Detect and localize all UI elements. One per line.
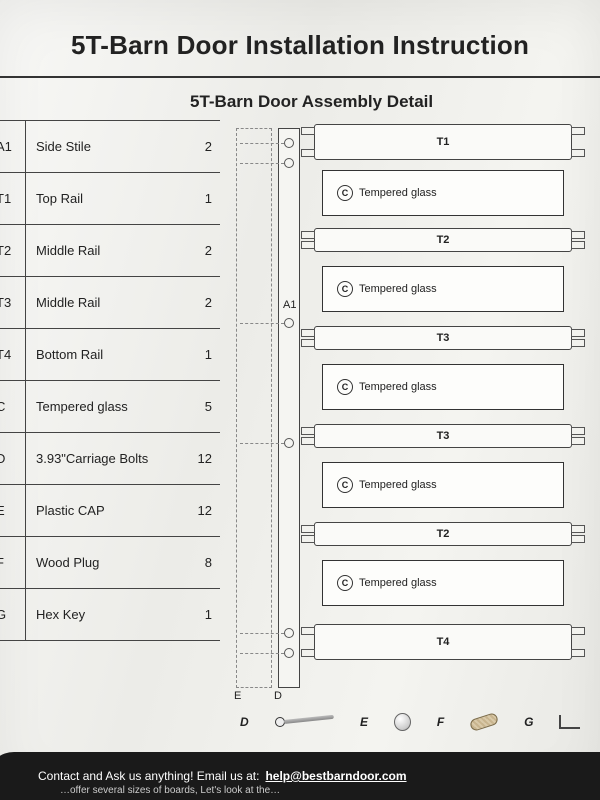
bolt-hole [284, 318, 294, 328]
footer-banner: Contact and Ask us anything! Email us at… [0, 752, 600, 800]
glass-badge: C [337, 281, 353, 297]
glass-label: Tempered glass [359, 381, 437, 393]
part-qty: 2 [186, 295, 220, 310]
tempered-glass-panel: C Tempered glass [322, 364, 564, 410]
part-qty: 12 [186, 451, 220, 466]
parts-row: GHex Key1 [0, 589, 220, 641]
part-label: Middle Rail [26, 295, 186, 310]
rail-t3: T3 [314, 424, 572, 448]
part-label: Bottom Rail [26, 347, 186, 362]
part-label: Hex Key [26, 607, 186, 622]
parts-row: FWood Plug8 [0, 537, 220, 589]
part-qty: 1 [186, 347, 220, 362]
part-code: F [0, 537, 26, 588]
part-code: T3 [0, 277, 26, 328]
carriage-bolt-icon [275, 715, 334, 729]
dash-connector [240, 163, 284, 164]
rail-t4: T4 [314, 624, 572, 660]
rail-t2: T2 [314, 228, 572, 252]
parts-row: CTempered glass5 [0, 381, 220, 433]
glass-badge: C [337, 575, 353, 591]
parts-row: T3Middle Rail2 [0, 277, 220, 329]
part-code: T4 [0, 329, 26, 380]
rail-t3: T3 [314, 326, 572, 350]
hw-d-label: D [240, 715, 249, 729]
parts-row: T4Bottom Rail1 [0, 329, 220, 381]
hw-e-label: E [360, 715, 368, 729]
parts-row: D3.93"Carriage Bolts12 [0, 433, 220, 485]
dash-connector [240, 323, 284, 324]
glass-label: Tempered glass [359, 577, 437, 589]
bolt-hole [284, 648, 294, 658]
part-qty: 1 [186, 607, 220, 622]
glass-badge: C [337, 185, 353, 201]
part-code: G [0, 589, 26, 640]
main-title: 5T-Barn Door Installation Instruction [0, 30, 600, 61]
part-label: Plastic CAP [26, 503, 186, 518]
part-label: Middle Rail [26, 243, 186, 258]
bolt-hole [284, 438, 294, 448]
parts-row: EPlastic CAP12 [0, 485, 220, 537]
title-rule [0, 76, 600, 78]
bolt-hole [284, 158, 294, 168]
dash-connector [240, 653, 284, 654]
part-code: A1 [0, 121, 26, 172]
exploded-outline [236, 128, 272, 688]
rail-t1: T1 [314, 124, 572, 160]
wood-plug-icon [469, 712, 499, 732]
part-label: Side Stile [26, 139, 186, 154]
part-qty: 5 [186, 399, 220, 414]
footer-subtext: …offer several sizes of boards, Let's lo… [60, 785, 280, 796]
part-qty: 8 [186, 555, 220, 570]
tempered-glass-panel: C Tempered glass [322, 170, 564, 216]
parts-row: T2Middle Rail2 [0, 225, 220, 277]
part-qty: 2 [186, 139, 220, 154]
bolt-hole [284, 138, 294, 148]
assembly-diagram: A1 E D T1T2T3T3T2T4CTempered glassCTempe… [230, 118, 590, 688]
tempered-glass-panel: C Tempered glass [322, 560, 564, 606]
tempered-glass-panel: C Tempered glass [322, 462, 564, 508]
glass-badge: C [337, 477, 353, 493]
part-label: 3.93"Carriage Bolts [26, 451, 186, 466]
plastic-cap-icon [394, 713, 411, 731]
side-stile: A1 [278, 128, 300, 688]
bolt-hole [284, 628, 294, 638]
subtitle: 5T-Barn Door Assembly Detail [190, 92, 433, 112]
part-label: Wood Plug [26, 555, 186, 570]
hex-key-icon [559, 715, 580, 729]
dash-connector [240, 443, 284, 444]
part-qty: 2 [186, 243, 220, 258]
part-label: Tempered glass [26, 399, 186, 414]
dash-connector [240, 143, 284, 144]
footer-lead: Contact and Ask us anything! Email us at… [38, 769, 259, 783]
part-label: Top Rail [26, 191, 186, 206]
parts-row: T1Top Rail1 [0, 173, 220, 225]
part-code: C [0, 381, 26, 432]
part-qty: 1 [186, 191, 220, 206]
parts-row: A1Side Stile2 [0, 121, 220, 173]
glass-badge: C [337, 379, 353, 395]
glass-label: Tempered glass [359, 479, 437, 491]
hardware-legend: D E F G [240, 700, 580, 744]
part-code: D [0, 433, 26, 484]
tempered-glass-panel: C Tempered glass [322, 266, 564, 312]
glass-label: Tempered glass [359, 187, 437, 199]
rail-t2: T2 [314, 522, 572, 546]
part-code: E [0, 485, 26, 536]
part-code: T1 [0, 173, 26, 224]
part-code: T2 [0, 225, 26, 276]
hw-g-label: G [524, 715, 533, 729]
hw-f-label: F [437, 715, 444, 729]
stile-label: A1 [283, 299, 296, 311]
parts-table: A1Side Stile2T1Top Rail1T2Middle Rail2T3… [0, 120, 220, 641]
dash-connector [240, 633, 284, 634]
contact-email-link[interactable]: help@bestbarndoor.com [265, 769, 406, 783]
part-qty: 12 [186, 503, 220, 518]
glass-label: Tempered glass [359, 283, 437, 295]
